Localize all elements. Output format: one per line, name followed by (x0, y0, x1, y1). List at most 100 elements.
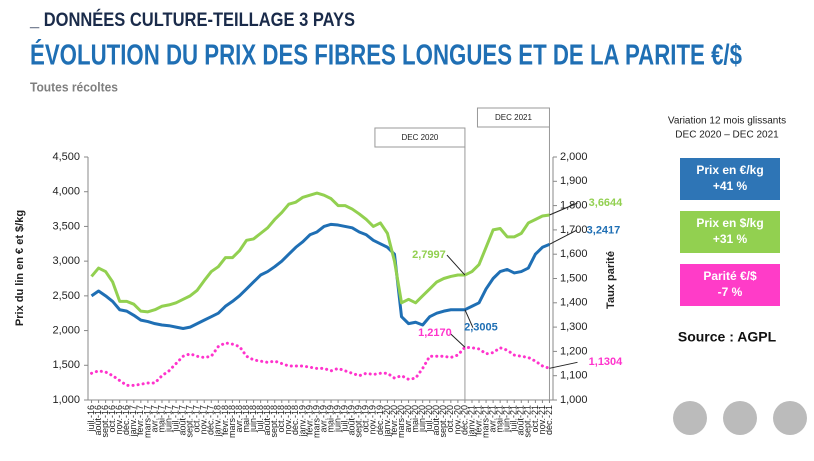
summary-period: DEC 2020 – DEC 2021 (675, 130, 779, 141)
x-tick-label: juil.-20 (424, 405, 434, 433)
x-tick-label: avr.-20 (403, 405, 413, 433)
series-line (90, 191, 550, 314)
marker-box (476, 107, 550, 128)
x-tick-label: nov.-21 (537, 405, 547, 434)
y2-tick-label: 1,500 (560, 272, 588, 284)
x-tick-label: juin-17 (163, 405, 173, 433)
summary-box-value: -7 % (718, 285, 743, 299)
y-tick-label: 2,000 (52, 324, 80, 336)
y-tick-label: 1,500 (52, 359, 80, 371)
kicker: _ DONNÉES CULTURE-TEILLAGE 3 PAYS (29, 9, 355, 31)
marker-box (374, 127, 466, 148)
y2-tick-label: 1,900 (560, 175, 588, 187)
x-tick-label: déc.-20 (459, 405, 469, 435)
series-line (90, 222, 551, 330)
subtitle: Toutes récoltes (30, 79, 118, 94)
x-tick-label: oct.-20 (445, 405, 455, 433)
y-tick-label: 4,000 (52, 186, 80, 198)
x-tick-label: janv.-18 (213, 405, 223, 437)
x-tick-label: sept.-21 (523, 405, 533, 438)
x-tick-label: juil.-18 (255, 405, 265, 433)
summary-box (680, 264, 780, 306)
x-tick-label: mai-18 (241, 405, 251, 433)
label-leader (549, 229, 577, 245)
x-tick-label: déc.-19 (375, 405, 385, 435)
x-tick-label: oct.-16 (107, 405, 117, 433)
x-tick-label: juil.-21 (509, 405, 519, 433)
value-label: 1,2170 (418, 327, 452, 339)
summary-box-label: Parité €/$ (703, 269, 757, 283)
x-tick-label: avr.-21 (487, 405, 497, 433)
value-label: 2,3005 (464, 322, 498, 334)
x-tick-label: mars-17 (142, 405, 152, 438)
x-tick-label: déc.-16 (121, 405, 131, 435)
x-tick-label: janv.-19 (297, 405, 307, 437)
marker-label: DEC 2021 (495, 113, 532, 122)
x-tick-label: juil.-16 (86, 405, 96, 433)
y-tick-label: 2,500 (52, 290, 80, 302)
x-tick-label: juil.-17 (170, 405, 180, 433)
x-tick-label: oct.-18 (276, 405, 286, 433)
x-tick-label: sept.-16 (100, 405, 110, 438)
x-tick-label: nov.-20 (452, 405, 462, 434)
x-tick-label: janv.-21 (466, 405, 476, 437)
x-tick-label: juil.-19 (340, 405, 350, 433)
y2-tick-label: 2,000 (560, 151, 588, 163)
x-tick-label: août-21 (516, 405, 526, 436)
y2-tick-label: 1,700 (560, 224, 588, 236)
y-tick-label: 4,500 (52, 151, 80, 163)
label-leader (449, 332, 466, 348)
x-tick-label: juin-18 (248, 405, 258, 433)
y-tick-label: 3,000 (52, 255, 80, 267)
x-tick-label: déc.-21 (544, 405, 554, 435)
x-tick-label: mai-21 (495, 405, 505, 433)
y-tick-label: 3,500 (52, 220, 80, 232)
summary-box (680, 211, 780, 253)
x-tick-label: sept.-17 (185, 405, 195, 438)
y2-tick-label: 1,400 (560, 297, 588, 309)
label-leader (446, 254, 466, 276)
label-leader (464, 309, 474, 328)
summary-box-label: Prix en €/kg (696, 163, 763, 177)
source: Source : AGPL (678, 329, 777, 345)
summary-box-value: +31 % (713, 232, 748, 246)
x-tick-label: sept.-19 (354, 405, 364, 438)
x-tick-label: oct.-21 (530, 405, 540, 433)
x-tick-label: févr.-18 (220, 405, 230, 435)
title: ÉVOLUTION DU PRIX DES FIBRES LONGUES ET … (30, 38, 742, 72)
summary-title: Variation 12 mois glissants (668, 116, 786, 127)
x-tick-label: mai-19 (325, 405, 335, 433)
summary-box (680, 158, 780, 200)
x-tick-label: août-19 (347, 405, 357, 436)
label-leader (549, 361, 578, 369)
y2-tick-label: 1,300 (560, 321, 588, 333)
x-tick-label: janv.-17 (128, 405, 138, 437)
value-label: 3,2417 (587, 224, 621, 236)
x-tick-label: sept.-20 (438, 405, 448, 438)
y-axis-label: Prix du lin en € et $/kg (14, 210, 26, 326)
summary-box-label: Prix en $/kg (696, 216, 763, 230)
x-tick-label: août-17 (177, 405, 187, 436)
x-tick-label: juin-19 (332, 405, 342, 433)
series-line (90, 341, 551, 387)
label-leader (549, 202, 578, 216)
summary-box-value: +41 % (713, 179, 748, 193)
x-tick-label: août-20 (431, 405, 441, 436)
logos (673, 401, 807, 435)
x-tick-label: avr.-19 (318, 405, 328, 433)
x-tick-label: mars-21 (480, 405, 490, 438)
x-tick-label: nov.-17 (199, 405, 209, 434)
x-tick-label: févr.-20 (389, 405, 399, 435)
x-tick-label: avr.-18 (234, 405, 244, 433)
y2-tick-label: 1,100 (560, 370, 588, 382)
x-tick-label: déc.-17 (206, 405, 216, 435)
y2-tick-label: 1,600 (560, 248, 588, 260)
x-tick-label: mai-17 (156, 405, 166, 433)
y-tick-label: 1,000 (52, 394, 80, 406)
x-tick-label: nov.-19 (368, 405, 378, 434)
x-tick-label: janv.-20 (382, 405, 392, 437)
marker-label: DEC 2020 (401, 133, 438, 142)
x-tick-label: mars-20 (396, 405, 406, 438)
x-tick-label: août-16 (93, 405, 103, 436)
